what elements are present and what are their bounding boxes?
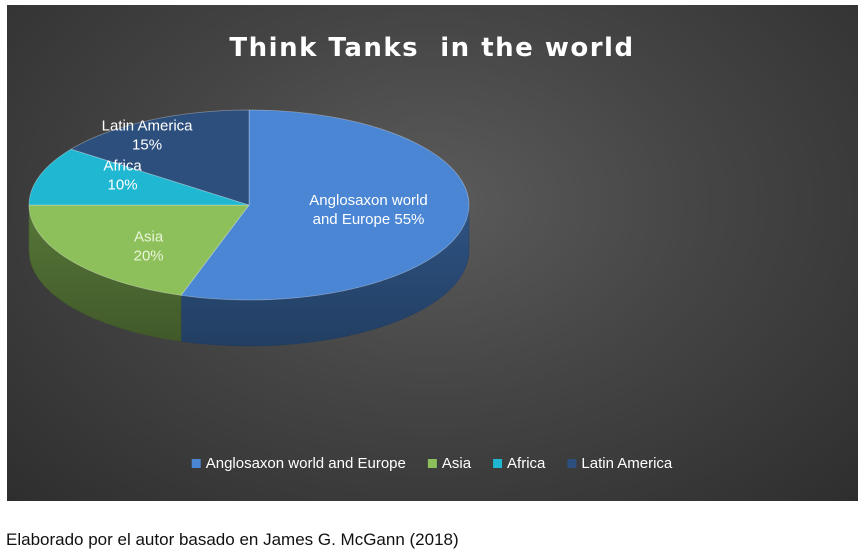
pie-chart: Think Tanks in the world Anglosaxon worl… xyxy=(28,33,673,472)
pie-slice-africa xyxy=(28,148,250,206)
pie-slice-latin-america xyxy=(70,109,250,206)
legend-label-africa: Africa xyxy=(507,455,546,472)
legend-swatch-anglosaxon-world-and-europe xyxy=(191,459,201,468)
chart-title: Think Tanks in the world xyxy=(229,33,634,63)
slice-label-line: 10% xyxy=(108,176,138,193)
pie-slice-asia xyxy=(28,204,250,296)
legend-swatch-latin-america xyxy=(567,459,577,468)
pie-slice-anglosaxon-world-and-europe xyxy=(180,109,470,301)
slice-label-line: 15% xyxy=(132,137,162,154)
slice-label-anglosaxon-world-and-europe: Anglosaxon world and Europe 55% xyxy=(309,192,427,228)
legend-swatch-asia xyxy=(427,459,437,468)
slice-label-latin-america: Latin America 15% xyxy=(102,118,194,154)
source-caption: Elaborado por el autor basado en James G… xyxy=(6,530,459,549)
slice-label-line: 20% xyxy=(134,248,164,265)
pie-side-shade-anglosaxon-world-and-europe xyxy=(181,205,469,346)
slice-label-asia: Asia 20% xyxy=(134,229,164,265)
legend-label-asia: Asia xyxy=(442,455,472,472)
pie-side-shade-asia xyxy=(29,205,182,342)
slice-label-line: and Europe 55% xyxy=(313,211,425,228)
legend-swatch-africa xyxy=(493,459,503,468)
slice-label-africa: Africa 10% xyxy=(103,157,142,193)
legend-label-anglosaxon-world-and-europe: Anglosaxon world and Europe xyxy=(206,455,406,472)
slice-label-line: Asia xyxy=(134,229,164,246)
chart-panel: Think Tanks in the world Anglosaxon worl… xyxy=(7,5,858,501)
slice-label-line: Anglosaxon world xyxy=(309,192,427,209)
legend-label-latin-america: Latin America xyxy=(581,455,673,472)
slice-label-line: Africa xyxy=(103,157,142,174)
slice-label-line: Latin America xyxy=(102,118,194,135)
